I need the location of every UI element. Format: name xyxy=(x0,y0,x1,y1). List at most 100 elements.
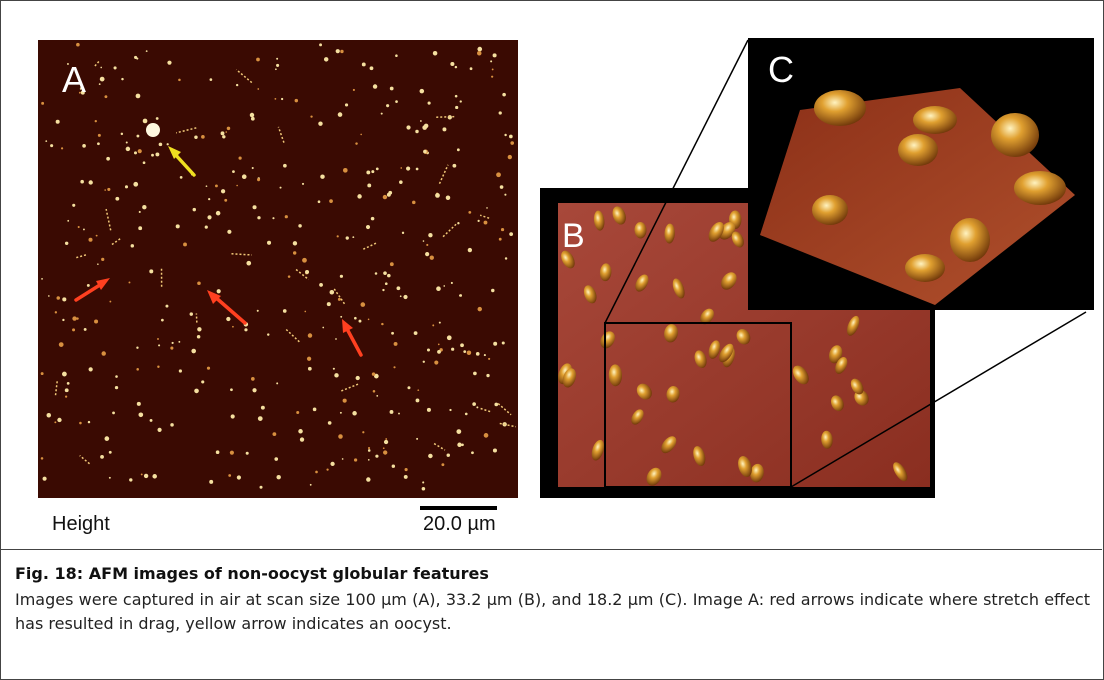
globule-3d xyxy=(950,218,990,262)
globule xyxy=(666,386,680,403)
particle xyxy=(113,66,117,70)
particle xyxy=(337,112,343,117)
globule xyxy=(664,223,675,244)
particle xyxy=(108,450,112,454)
particle xyxy=(432,50,438,56)
red-arrow xyxy=(74,281,105,302)
particle xyxy=(305,270,310,275)
particle xyxy=(436,286,441,292)
particle xyxy=(332,367,335,370)
globule xyxy=(708,340,721,359)
particle xyxy=(201,135,205,139)
globule xyxy=(893,462,908,482)
particle xyxy=(46,413,52,418)
particle xyxy=(152,474,157,479)
particle xyxy=(329,199,333,204)
particle xyxy=(228,474,232,477)
particle xyxy=(298,429,303,434)
particle xyxy=(342,168,348,173)
particle xyxy=(149,269,154,274)
panel-label: C xyxy=(768,49,794,90)
particle xyxy=(307,366,312,371)
particle xyxy=(209,78,213,81)
particle xyxy=(252,205,257,210)
particle xyxy=(398,412,400,415)
particle xyxy=(326,468,329,471)
particle xyxy=(326,302,331,307)
particle xyxy=(446,453,450,457)
particle xyxy=(112,411,115,415)
particle xyxy=(491,288,495,293)
particle xyxy=(309,483,312,486)
particle xyxy=(58,342,64,347)
particle xyxy=(389,410,394,414)
particle xyxy=(95,234,98,237)
particle xyxy=(384,282,388,286)
particle xyxy=(206,366,211,370)
streak xyxy=(441,223,457,238)
particle xyxy=(385,438,388,440)
particle xyxy=(279,186,282,189)
particle xyxy=(310,115,313,118)
particle xyxy=(425,252,430,257)
particle xyxy=(459,294,462,297)
particle xyxy=(158,142,163,147)
afm-image-a xyxy=(38,40,518,498)
particle xyxy=(395,54,398,57)
globule xyxy=(792,365,809,385)
particle xyxy=(165,304,169,308)
streak xyxy=(436,115,455,118)
particle xyxy=(344,103,349,107)
particle xyxy=(140,473,143,476)
particle xyxy=(97,133,101,137)
particle xyxy=(272,217,275,220)
particle xyxy=(257,178,261,182)
particle xyxy=(355,142,358,145)
particle xyxy=(136,368,139,371)
particle xyxy=(475,351,480,356)
particle xyxy=(97,142,100,146)
globule-3d xyxy=(812,195,848,225)
particle xyxy=(446,335,452,341)
particle xyxy=(372,84,378,89)
particle xyxy=(175,224,180,229)
particle xyxy=(491,75,494,78)
globule xyxy=(708,221,724,242)
particle xyxy=(454,65,458,69)
particle xyxy=(216,289,221,294)
particle xyxy=(45,140,48,142)
particle xyxy=(166,143,169,146)
particle xyxy=(375,167,379,171)
particle xyxy=(40,457,44,460)
particle xyxy=(133,181,139,187)
particle xyxy=(358,319,362,323)
particle xyxy=(80,179,84,184)
axis-label: Height xyxy=(52,513,110,535)
particle xyxy=(500,227,505,232)
particle xyxy=(280,97,284,101)
particle xyxy=(207,215,212,220)
particle xyxy=(151,153,154,157)
particle xyxy=(336,235,339,238)
globule xyxy=(600,331,615,349)
globule xyxy=(583,285,597,304)
particle xyxy=(340,49,344,54)
particle xyxy=(138,226,143,231)
particle xyxy=(399,180,403,184)
particle xyxy=(136,346,139,349)
particle xyxy=(142,118,148,124)
panel-label: B xyxy=(562,217,585,255)
particle xyxy=(386,104,390,108)
particle xyxy=(292,241,298,246)
globule xyxy=(664,324,678,343)
globule xyxy=(721,272,737,290)
particle xyxy=(419,120,422,122)
particle xyxy=(208,197,211,201)
particle xyxy=(197,327,202,332)
particle xyxy=(483,220,488,225)
particle xyxy=(201,380,205,384)
particle xyxy=(403,474,408,479)
particle xyxy=(320,174,325,179)
streak xyxy=(76,253,88,259)
particle xyxy=(477,219,480,222)
